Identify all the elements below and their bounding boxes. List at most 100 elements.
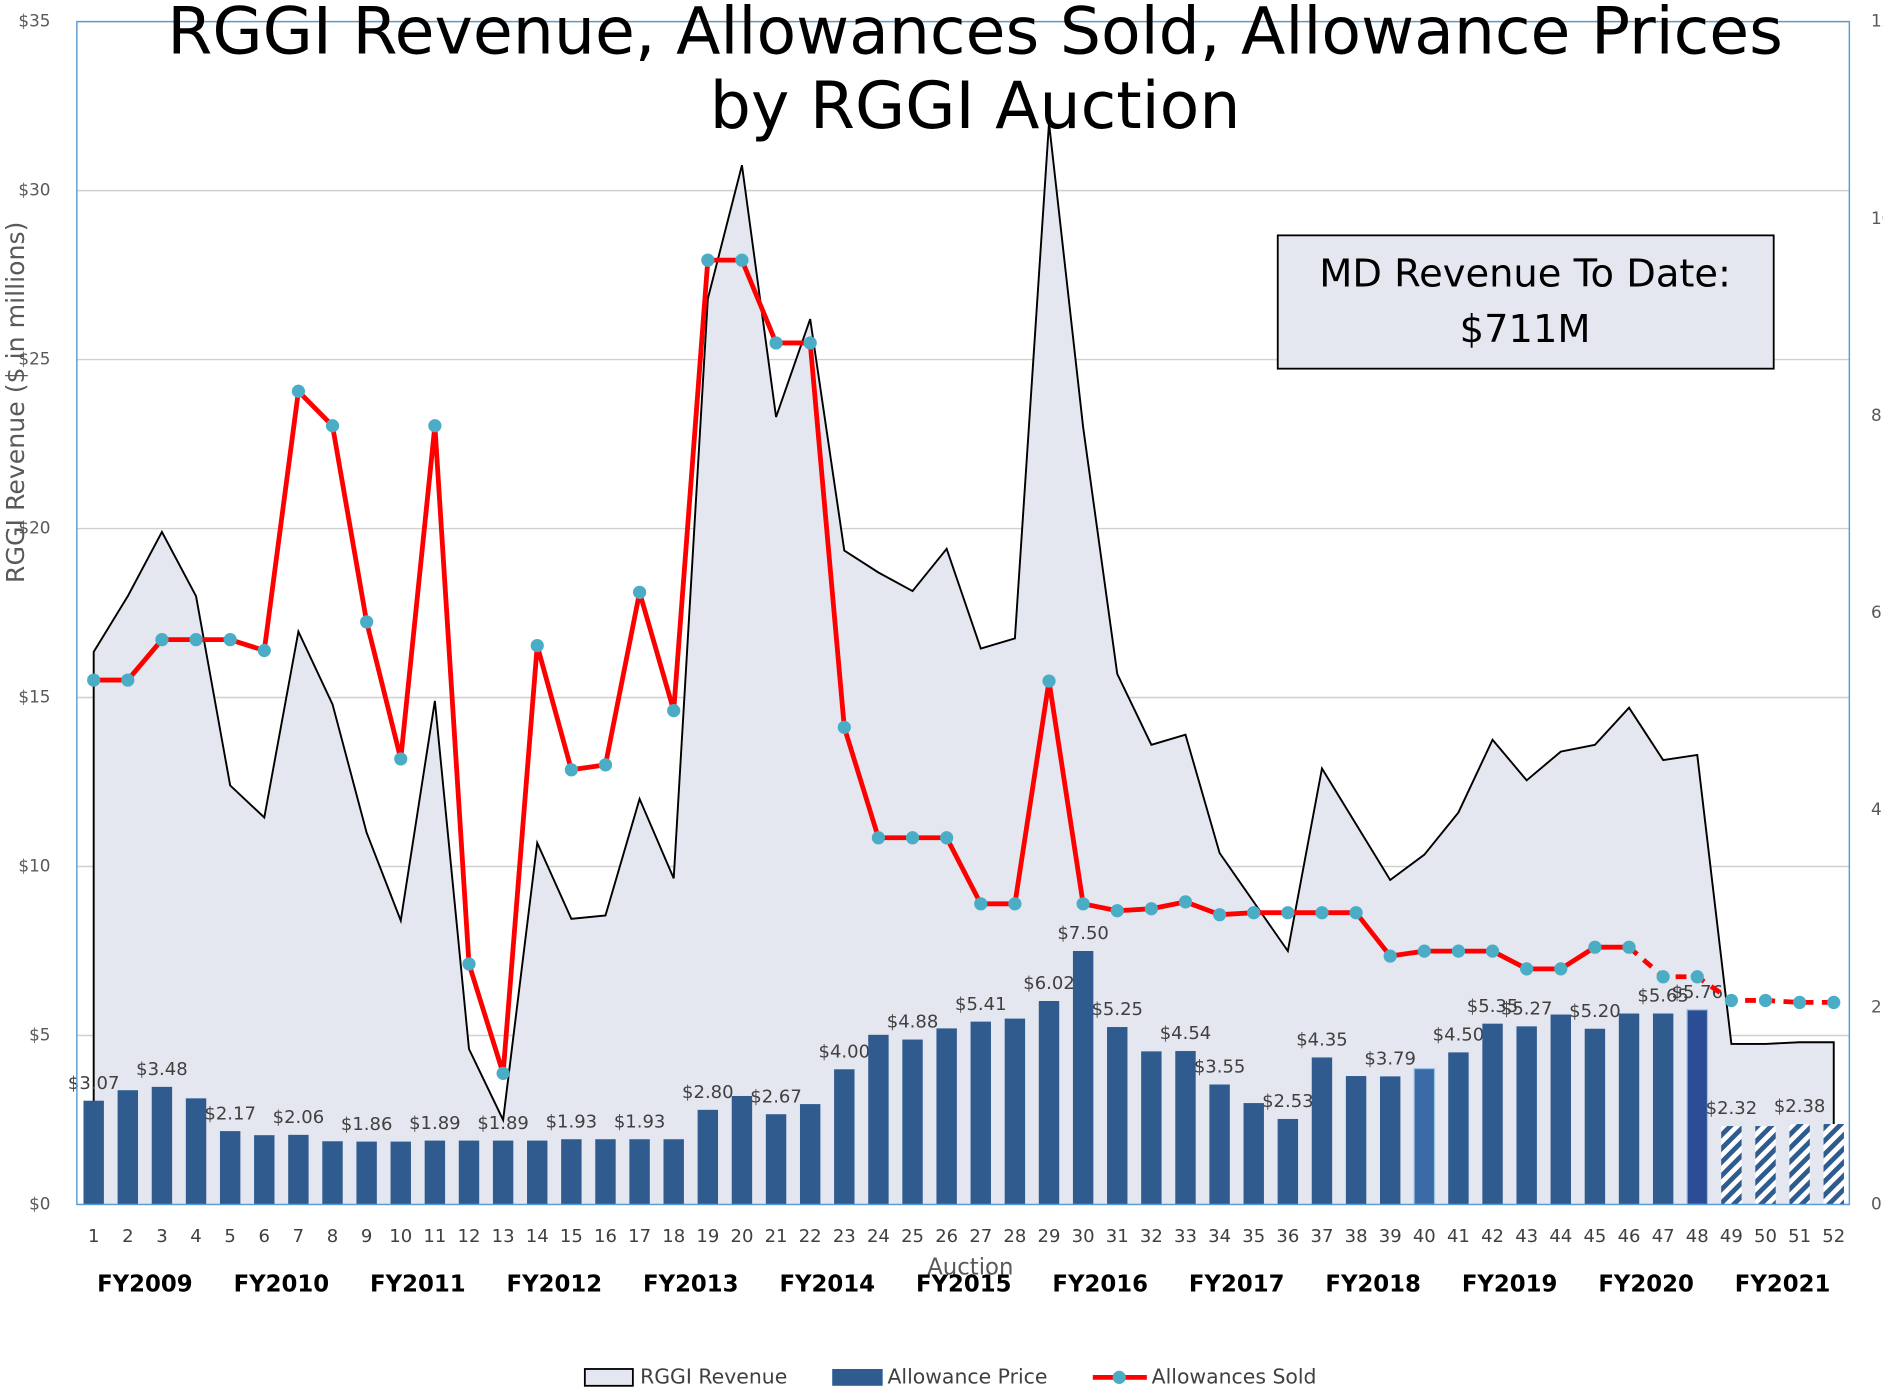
price-bar	[1243, 1103, 1264, 1205]
sold-marker	[462, 957, 476, 971]
y2-tick-label: 8	[1871, 405, 1882, 425]
y2-tick-label: 4	[1871, 799, 1882, 819]
x-tick-label: 4	[190, 1226, 201, 1247]
price-bar	[1379, 1076, 1401, 1205]
price-bar	[731, 1095, 753, 1205]
annotation: MD Revenue To Date:	[1319, 252, 1731, 297]
price-bar	[424, 1140, 446, 1205]
sold-marker	[1827, 995, 1841, 1010]
price-bar	[1141, 1051, 1162, 1205]
value-label: $2.53	[1262, 1091, 1314, 1112]
y-tick-label: $15	[18, 687, 50, 707]
y2-tick-label: 12	[1871, 11, 1883, 31]
y2-tick-label: 10	[1871, 208, 1883, 228]
price-bar	[1652, 1013, 1674, 1205]
value-label: $2.67	[750, 1086, 802, 1107]
fiscal-year-label: FY2014	[779, 1271, 875, 1297]
value-label: $1.89	[477, 1113, 529, 1134]
x-tick-label: 27	[969, 1226, 992, 1247]
sold-marker	[1349, 906, 1363, 920]
price-bar	[799, 1104, 821, 1205]
y-tick-label: $10	[18, 856, 50, 876]
price-bar	[1448, 1052, 1469, 1205]
legend-label: RGGI Revenue	[640, 1364, 787, 1388]
y-axis-label: RGGI Revenue ($ in millions)	[1, 222, 30, 584]
price-bar	[1482, 1023, 1503, 1205]
value-label: $3.07	[68, 1073, 120, 1094]
x-tick-label: 19	[696, 1226, 719, 1247]
x-tick-label: 11	[423, 1226, 446, 1247]
x-tick-label: 2	[122, 1226, 133, 1247]
x-tick-label: 34	[1208, 1226, 1231, 1247]
value-label: $1.93	[546, 1111, 598, 1132]
y-tick-label: $35	[18, 11, 50, 31]
sold-marker	[1724, 993, 1738, 1008]
sold-marker	[974, 897, 988, 911]
sold-marker	[667, 704, 681, 718]
sold-marker	[1178, 895, 1193, 909]
x-tick-label: 20	[730, 1226, 753, 1247]
value-label: $2.80	[682, 1082, 734, 1103]
price-bar	[1516, 1026, 1537, 1205]
x-tick-label: 32	[1140, 1226, 1163, 1247]
fiscal-year-label: FY2012	[507, 1271, 603, 1297]
price-bar	[356, 1141, 377, 1205]
sold-marker	[1315, 906, 1329, 920]
price-bar	[254, 1135, 275, 1205]
fiscal-year-label: FY2017	[1189, 1271, 1285, 1297]
value-label: $4.88	[887, 1012, 939, 1033]
y2-tick-label: 0	[1871, 1193, 1882, 1213]
x-tick-label: 15	[560, 1226, 583, 1247]
sold-marker	[837, 720, 851, 734]
price-bar	[322, 1141, 343, 1205]
value-label: $1.93	[614, 1111, 666, 1132]
x-tick-label: 50	[1754, 1226, 1777, 1247]
x-tick-label: 30	[1072, 1226, 1095, 1247]
sold-marker	[1076, 897, 1090, 911]
sold-marker	[360, 615, 374, 629]
x-tick-label: 44	[1549, 1226, 1572, 1247]
sold-marker	[1451, 944, 1466, 958]
fiscal-year-label: FY2021	[1735, 1271, 1831, 1297]
legend-swatch	[832, 1368, 883, 1386]
price-bar	[151, 1086, 173, 1205]
x-tick-label: 42	[1481, 1226, 1504, 1247]
price-bar	[970, 1021, 991, 1205]
fiscal-year-label: FY2010	[234, 1271, 330, 1297]
sold-marker	[1144, 902, 1158, 916]
sold-marker	[325, 419, 340, 433]
y-tick-label: $25	[18, 349, 50, 369]
sold-marker	[701, 253, 715, 267]
price-bar	[83, 1100, 104, 1205]
price-bar	[697, 1109, 719, 1205]
price-bar	[629, 1139, 650, 1205]
price-bar	[595, 1139, 616, 1205]
sold-marker	[1110, 904, 1124, 918]
value-label: $4.54	[1160, 1023, 1212, 1044]
sold-marker	[1622, 940, 1636, 954]
value-label: $5.20	[1569, 1001, 1621, 1022]
sold-marker	[1690, 970, 1704, 984]
price-bar	[117, 1090, 139, 1205]
sold-marker	[155, 633, 169, 647]
sold-marker	[496, 1066, 510, 1080]
price-bar	[1823, 1124, 1844, 1205]
price-bar	[1175, 1051, 1196, 1205]
x-tick-label: 39	[1379, 1226, 1402, 1247]
price-bar	[765, 1114, 787, 1205]
x-tick-label: 28	[1003, 1226, 1026, 1247]
value-label: $3.79	[1364, 1049, 1416, 1070]
x-tick-label: 5	[224, 1226, 235, 1247]
sold-marker	[223, 633, 237, 647]
x-tick-label: 9	[361, 1226, 372, 1247]
x-tick-label: 13	[492, 1226, 515, 1247]
price-bar	[1721, 1126, 1742, 1205]
value-label: $3.48	[136, 1059, 188, 1080]
price-bar	[288, 1134, 309, 1205]
annotation: $711M	[1460, 307, 1591, 352]
sold-marker	[1520, 962, 1534, 976]
sold-marker	[905, 831, 920, 845]
price-bar	[1072, 950, 1094, 1205]
x-tick-label: 24	[867, 1226, 890, 1247]
